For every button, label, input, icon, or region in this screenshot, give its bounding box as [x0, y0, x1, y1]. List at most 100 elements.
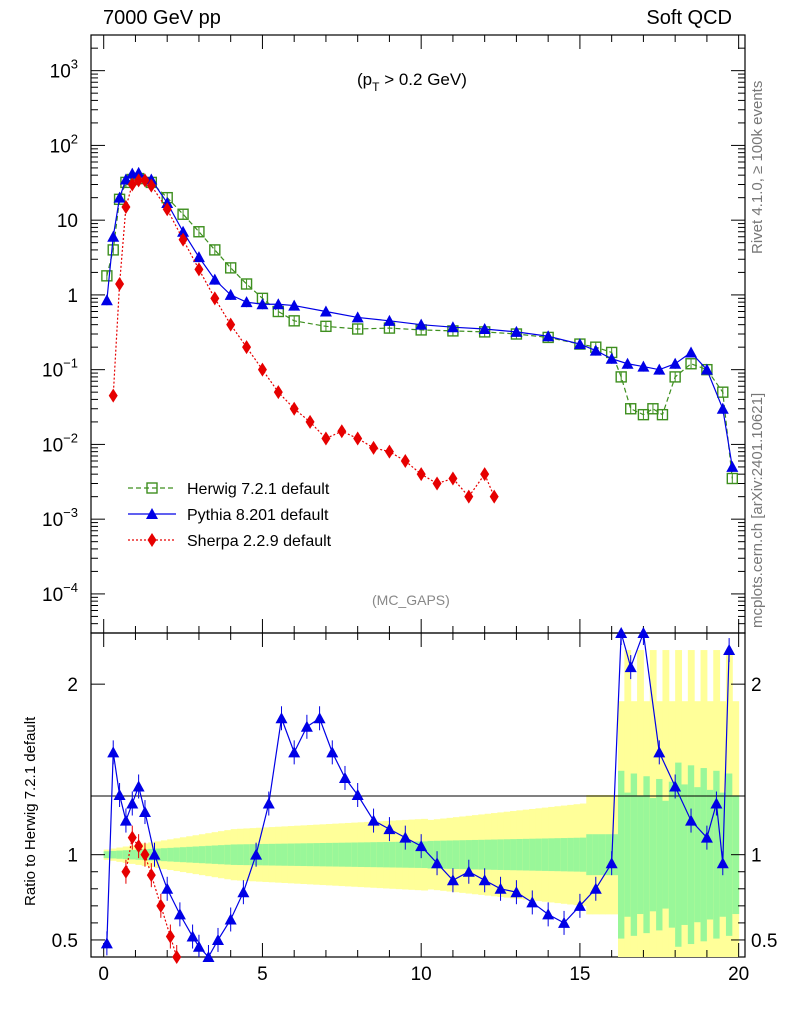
band-inner — [243, 844, 251, 866]
band-inner — [516, 838, 524, 871]
point-marker — [589, 344, 602, 356]
point-marker — [337, 424, 347, 439]
point-marker — [400, 453, 410, 468]
band-inner — [573, 837, 581, 872]
point-marker — [446, 874, 459, 886]
point-marker — [272, 298, 285, 310]
point-marker — [653, 746, 666, 758]
point-marker — [415, 840, 428, 852]
ratio-series — [100, 627, 736, 964]
point-marker — [226, 317, 236, 332]
series-filled-triangle — [100, 166, 739, 472]
point-marker — [146, 178, 156, 193]
point-marker — [140, 847, 150, 862]
band-inner — [275, 843, 282, 866]
point-marker — [573, 899, 586, 911]
point-marker — [726, 472, 739, 485]
point-marker — [186, 930, 199, 942]
point-marker — [161, 882, 174, 894]
point-marker — [685, 358, 697, 370]
rivet-version-label: Rivet 4.1.0, ≥ 100k events — [749, 81, 766, 254]
band-inner — [408, 841, 416, 868]
point-marker — [208, 273, 221, 285]
legend-label: Pythia 8.201 default — [187, 507, 329, 524]
point-marker — [656, 408, 669, 421]
point-marker — [605, 857, 618, 869]
band-inner — [268, 843, 276, 866]
band-inner — [725, 773, 733, 936]
point-marker — [273, 385, 283, 400]
band-inner — [357, 842, 365, 867]
band-inner — [281, 843, 289, 866]
analysis-watermark: (MC_GAPS) — [372, 592, 450, 608]
point-marker — [162, 202, 172, 217]
point-marker — [300, 720, 313, 732]
point-marker — [320, 320, 332, 333]
y-tick-label: 103 — [50, 57, 78, 83]
point-marker — [288, 315, 300, 327]
band-inner — [427, 840, 435, 869]
band-inner — [262, 843, 270, 866]
point-marker — [510, 325, 523, 337]
point-marker — [305, 414, 315, 429]
ratio-ylabel: Ratio to Herwig 7.2.1 default — [22, 716, 39, 906]
point-marker — [351, 323, 364, 335]
point-marker — [625, 403, 637, 415]
point-marker — [383, 314, 396, 326]
band-inner — [497, 839, 505, 870]
band-inner — [122, 850, 130, 860]
point-marker — [107, 230, 120, 242]
band-inner — [529, 838, 536, 871]
y-tick-label: 102 — [50, 131, 78, 157]
band-inner — [598, 834, 606, 876]
point-marker — [121, 864, 131, 879]
y-tick-label: 10−2 — [42, 430, 78, 456]
point-marker — [542, 330, 555, 342]
point-marker — [209, 244, 221, 256]
band-inner — [364, 842, 371, 868]
band-inner — [694, 787, 702, 923]
point-marker — [100, 294, 113, 306]
point-marker — [723, 644, 736, 656]
x-tick-label: 5 — [257, 964, 268, 985]
point-marker — [573, 338, 586, 350]
band-inner — [586, 834, 594, 876]
point-marker — [240, 278, 253, 290]
band-inner — [649, 798, 657, 912]
point-marker — [192, 940, 205, 952]
point-marker — [367, 814, 380, 826]
point-marker — [192, 251, 205, 263]
point-marker — [621, 357, 634, 369]
band-inner — [205, 845, 213, 864]
point-marker — [240, 296, 253, 308]
point-marker — [462, 865, 475, 877]
point-marker — [146, 482, 158, 494]
point-marker — [351, 789, 364, 800]
point-marker — [637, 360, 650, 372]
band-inner — [421, 841, 429, 868]
point-marker — [100, 937, 113, 949]
point-marker — [700, 831, 713, 843]
point-marker — [288, 299, 301, 311]
point-marker — [669, 780, 682, 792]
point-marker — [172, 950, 182, 964]
point-marker — [132, 780, 145, 792]
band-inner — [452, 840, 460, 870]
ratio-axis-ticks: 0.5 0.5 1 1 2 2 — [52, 675, 778, 952]
band-inner — [478, 839, 486, 870]
band-inner — [129, 849, 136, 860]
y-tick-label: 1 — [67, 286, 78, 307]
band-inner — [624, 792, 632, 917]
point-marker — [289, 401, 299, 416]
point-marker — [716, 857, 729, 869]
band-inner — [713, 770, 721, 939]
band-inner — [554, 838, 562, 872]
y-tick-label: 10−3 — [42, 505, 78, 531]
point-marker — [113, 789, 126, 800]
point-marker — [113, 191, 126, 203]
point-marker — [132, 166, 145, 178]
point-marker — [237, 886, 250, 898]
ratio-tick-label: 0.5 — [52, 931, 78, 952]
point-marker — [383, 823, 396, 835]
point-marker — [700, 363, 713, 375]
